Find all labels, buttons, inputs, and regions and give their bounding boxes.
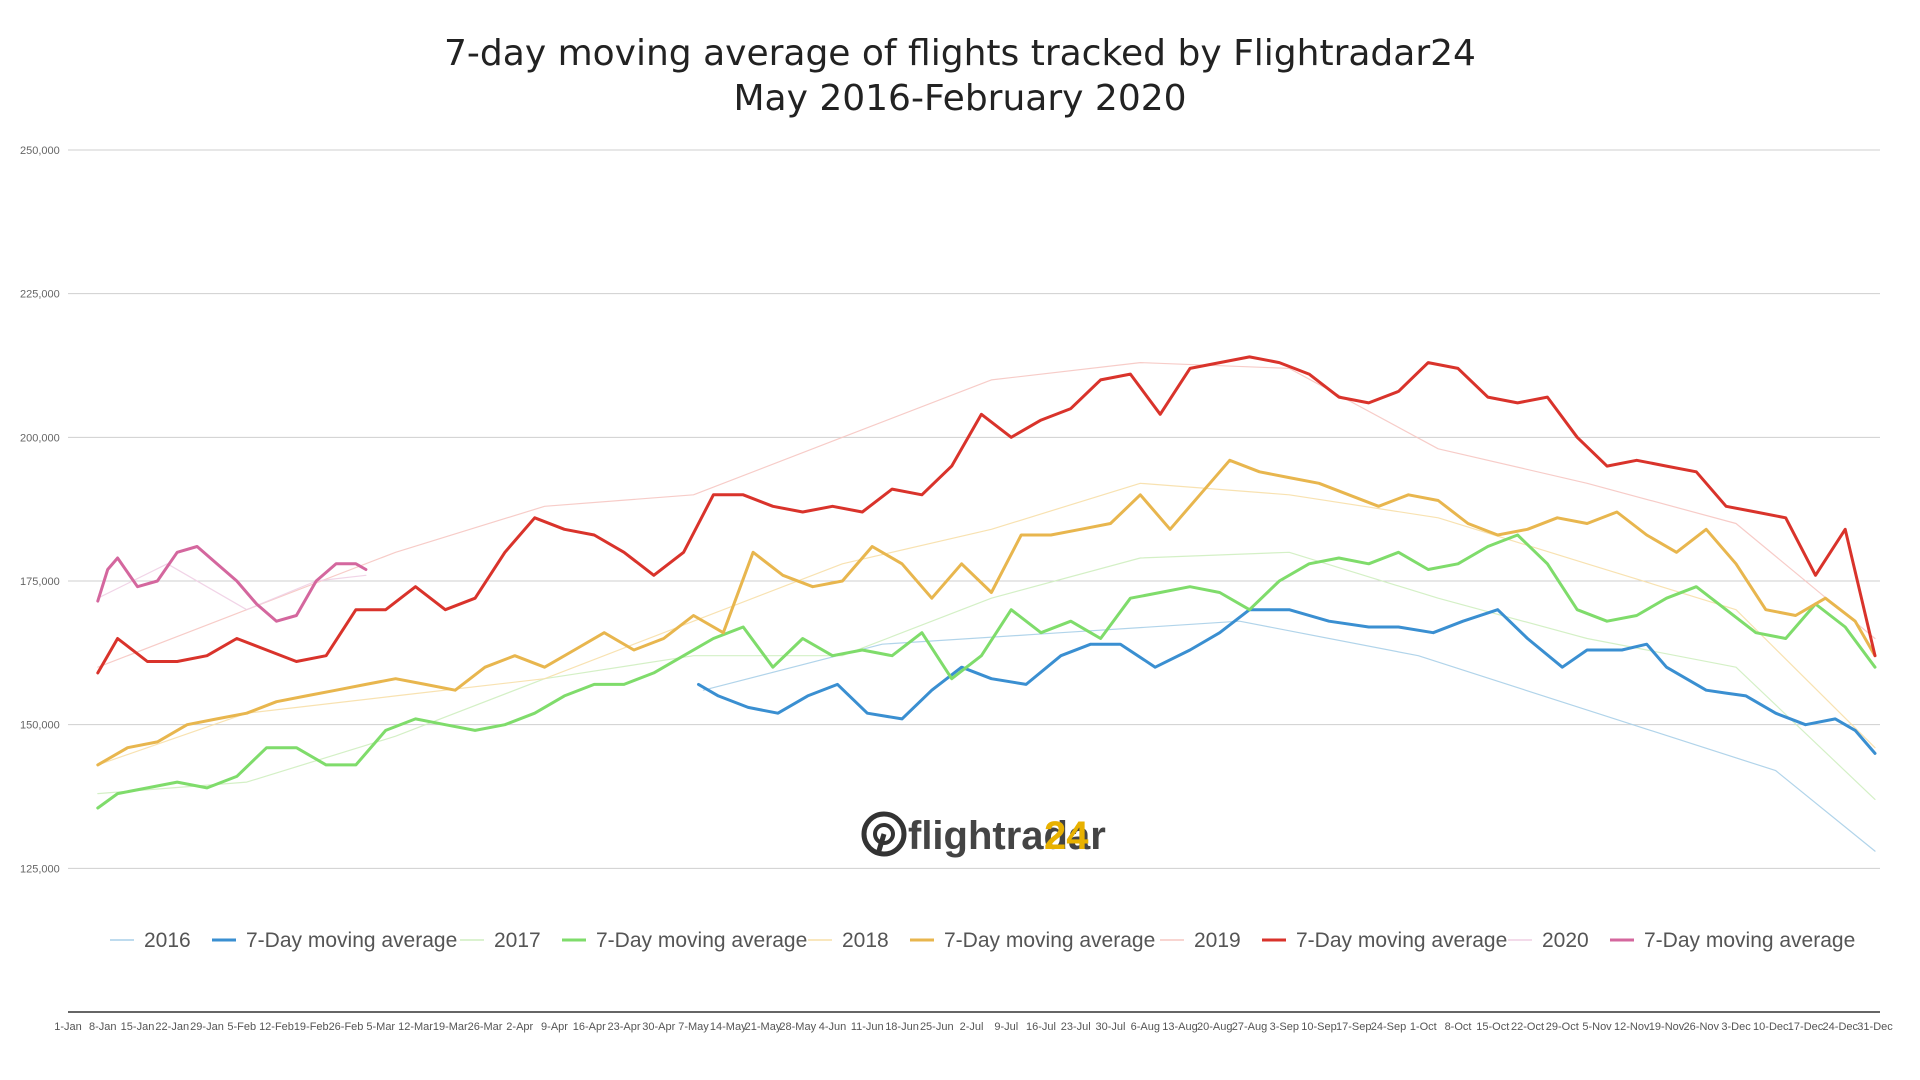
x-tick-label: 24-Sep xyxy=(1371,1021,1406,1033)
chart-title: 7-day moving average of flights tracked … xyxy=(444,33,1476,74)
x-tick-label: 18-Jun xyxy=(885,1021,919,1033)
legend-label: 2018 xyxy=(842,929,889,952)
y-tick-label: 200,000 xyxy=(20,432,60,444)
legend: 2016 7-Day moving average 2017 7-Day moving… xyxy=(110,929,1855,952)
legend-label: 2019 xyxy=(1194,929,1241,952)
series-line-2019-daily xyxy=(97,362,1876,668)
x-tick-label: 20-Aug xyxy=(1197,1021,1232,1033)
series-lines xyxy=(96,355,1877,852)
legend-label: 7-Day moving average xyxy=(596,929,807,952)
x-tick-label: 9-Apr xyxy=(541,1021,568,1033)
x-tick-label: 2-Jul xyxy=(960,1021,984,1033)
x-tick-label: 15-Oct xyxy=(1476,1021,1509,1033)
x-tick-label: 1-Oct xyxy=(1410,1021,1437,1033)
x-tick-label: 2-Apr xyxy=(506,1021,533,1033)
x-tick-label: 25-Jun xyxy=(920,1021,954,1033)
x-tick-label: 3-Dec xyxy=(1721,1021,1751,1033)
series-line-2018-7day-avg xyxy=(96,458,1877,767)
x-tick-label: 28-May xyxy=(779,1021,816,1033)
x-tick-label: 30-Jul xyxy=(1096,1021,1126,1033)
x-tick-label: 16-Apr xyxy=(573,1021,606,1033)
y-tick-label: 250,000 xyxy=(20,145,60,157)
x-tick-label: 17-Dec xyxy=(1788,1021,1824,1033)
x-tick-label: 12-Mar xyxy=(398,1021,433,1033)
series-line-2017-daily xyxy=(97,551,1876,801)
series-line-2019-7day-avg xyxy=(96,355,1877,675)
x-tick-label: 9-Jul xyxy=(994,1021,1018,1033)
x-tick-label: 30-Apr xyxy=(642,1021,675,1033)
x-tick-label: 19-Mar xyxy=(433,1021,468,1033)
y-tick-label: 125,000 xyxy=(20,863,60,875)
legend-label: 2020 xyxy=(1542,929,1589,952)
radar-icon xyxy=(861,811,907,857)
logo-wordmark: flightradar xyxy=(908,814,1106,858)
x-tick-label: 3-Sep xyxy=(1270,1021,1299,1033)
x-tick-label: 26-Feb xyxy=(329,1021,364,1033)
logo-number: 24 xyxy=(1044,814,1089,858)
series-line-2020-7day-avg xyxy=(96,545,368,623)
series-line-2016-daily xyxy=(702,620,1876,852)
chart-subtitle: May 2016-February 2020 xyxy=(733,78,1186,119)
x-tick-label: 27-Aug xyxy=(1232,1021,1267,1033)
legend-label: 7-Day moving average xyxy=(1644,929,1855,952)
legend-label: 2016 xyxy=(144,929,191,952)
radar-icon-inner xyxy=(873,823,895,845)
x-tick-label: 12-Nov xyxy=(1614,1021,1650,1033)
series-line-2018-daily xyxy=(97,482,1876,766)
x-tick-label: 16-Jul xyxy=(1026,1021,1056,1033)
x-tick-label: 21-May xyxy=(745,1021,782,1033)
series-line-2020-daily xyxy=(97,563,367,611)
x-tick-label: 6-Aug xyxy=(1131,1021,1160,1033)
x-tick-label: 31-Dec xyxy=(1857,1021,1893,1033)
x-tick-label: 13-Aug xyxy=(1162,1021,1197,1033)
series-line-2017-7day-avg xyxy=(96,533,1877,810)
x-tick-label: 10-Dec xyxy=(1753,1021,1789,1033)
x-tick-label: 10-Sep xyxy=(1301,1021,1336,1033)
x-tick-label: 23-Apr xyxy=(607,1021,640,1033)
radar-icon-stem xyxy=(875,833,887,855)
x-tick-label: 15-Jan xyxy=(121,1021,155,1033)
x-tick-label: 17-Sep xyxy=(1336,1021,1371,1033)
gridlines xyxy=(68,149,1880,869)
x-tick-label: 22-Oct xyxy=(1511,1021,1544,1033)
x-tick-label: 14-May xyxy=(710,1021,747,1033)
x-tick-label: 24-Dec xyxy=(1823,1021,1859,1033)
x-tick-label: 1-Jan xyxy=(54,1021,82,1033)
x-tick-label: 26-Nov xyxy=(1684,1021,1720,1033)
legend-label: 7-Day moving average xyxy=(944,929,1155,952)
y-tick-label: 225,000 xyxy=(20,289,60,301)
x-tick-label: 19-Feb xyxy=(294,1021,329,1033)
y-tick-label: 150,000 xyxy=(20,720,60,732)
x-tick-label: 5-Feb xyxy=(227,1021,256,1033)
x-tick-label: 19-Nov xyxy=(1649,1021,1685,1033)
legend-label: 2017 xyxy=(494,929,541,952)
x-tick-label: 26-Mar xyxy=(468,1021,503,1033)
x-tick-label: 29-Oct xyxy=(1546,1021,1579,1033)
x-tick-label: 23-Jul xyxy=(1061,1021,1091,1033)
legend-label: 7-Day moving average xyxy=(246,929,457,952)
legend-label: 7-Day moving average xyxy=(1296,929,1507,952)
x-tick-label: 5-Mar xyxy=(366,1021,395,1033)
x-tick-label: 29-Jan xyxy=(190,1021,224,1033)
x-tick-label: 22-Jan xyxy=(155,1021,189,1033)
x-tick-label: 4-Jun xyxy=(819,1021,847,1033)
series-line-2016-7day-avg xyxy=(697,608,1877,755)
x-tick-label: 11-Jun xyxy=(851,1021,884,1033)
flightradar24-logo: flightradar 24 xyxy=(861,811,1106,858)
y-tick-label: 175,000 xyxy=(20,576,60,588)
x-tick-label: 8-Jan xyxy=(89,1021,117,1033)
y-axis-ticks: 125,000 150,000 175,000 200,000 225,000 250,0… xyxy=(20,145,60,875)
x-axis-ticks: 1-Jan 8-Jan 15-Jan 22-Jan 29-Jan 5-Feb 12-Feb 1… xyxy=(54,1021,1893,1033)
x-tick-label: 12-Feb xyxy=(259,1021,294,1033)
x-tick-label: 8-Oct xyxy=(1445,1021,1472,1033)
x-tick-label: 7-May xyxy=(678,1021,709,1033)
x-tick-label: 5-Nov xyxy=(1582,1021,1612,1033)
